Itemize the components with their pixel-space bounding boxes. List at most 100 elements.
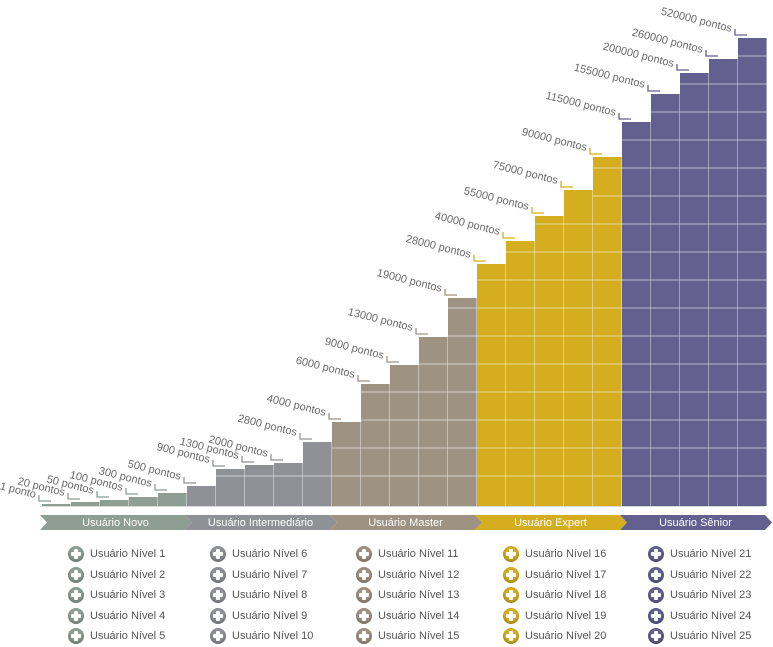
legend-item: Usuário Nível 23	[648, 585, 751, 606]
legend-item: Usuário Nível 22	[648, 565, 751, 586]
legend-label: Usuário Nível 10	[232, 630, 314, 643]
plus-badge-icon	[648, 566, 664, 583]
legend-label: Usuário Nível 23	[670, 589, 752, 602]
legend-column: Usuário Nível 21 Usuário Nível 22 Usuário …	[648, 544, 751, 647]
category-label: Usuário Novo	[82, 517, 149, 529]
legend-item: Usuário Nível 15	[356, 626, 459, 647]
level-bar	[129, 497, 158, 506]
plus-badge-icon	[210, 607, 226, 624]
flag-marker	[589, 148, 602, 155]
plus-badge-icon	[503, 546, 519, 563]
legend-item: Usuário Nível 11	[356, 544, 459, 565]
plus-badge-icon	[503, 628, 519, 645]
legend-label: Usuário Nível 2	[90, 568, 166, 581]
level-bar	[390, 365, 419, 506]
category-label: Usuário Sênior	[659, 517, 732, 529]
level-bar	[535, 216, 564, 506]
level-bar	[158, 493, 187, 506]
legend-label: Usuário Nível 21	[670, 548, 752, 561]
flag-marker	[676, 64, 689, 71]
plus-badge-icon	[210, 587, 226, 604]
plus-badge-icon	[503, 587, 519, 604]
level-bar	[593, 157, 622, 506]
legend-label: Usuário Nível 16	[525, 548, 607, 561]
flag-marker	[270, 454, 283, 461]
level-bar	[71, 502, 100, 506]
bar-value-label: 6000 pontos	[295, 355, 357, 381]
level-bar	[506, 241, 535, 506]
legend-item: Usuário Nível 7	[210, 565, 313, 586]
plus-badge-icon	[68, 587, 84, 604]
legend-label: Usuário Nível 15	[378, 630, 460, 643]
bar-value-label: 19000 pontos	[376, 267, 444, 295]
legend-item: Usuário Nível 20	[503, 626, 606, 647]
plus-badge-icon	[356, 566, 372, 583]
legend-column: Usuário Nível 6 Usuário Nível 7 Usuário Ní…	[210, 544, 313, 647]
flag-marker	[96, 491, 109, 498]
flag-marker	[183, 477, 196, 484]
level-bar	[303, 442, 332, 506]
legend-item: Usuário Nível 25	[648, 626, 751, 647]
level-bar	[651, 94, 680, 506]
flag-marker	[241, 456, 254, 463]
bar-value-label: 40000 pontos	[434, 210, 502, 238]
level-bar	[332, 422, 361, 506]
bar-value-label: 90000 pontos	[521, 126, 589, 154]
flag-marker	[38, 495, 51, 502]
bar-value-label: 155000 pontos	[573, 62, 647, 91]
legend-column: Usuário Nível 1 Usuário Nível 2 Usuário Ní…	[68, 544, 165, 647]
flag-marker	[705, 50, 718, 57]
flag-marker	[444, 289, 457, 296]
plus-badge-icon	[648, 607, 664, 624]
flag-marker	[734, 29, 747, 36]
flag-marker	[386, 356, 399, 363]
category-label: Usuário Master	[368, 517, 443, 529]
level-bar	[419, 337, 448, 506]
legend-label: Usuário Nível 1	[90, 548, 166, 561]
legend-item: Usuário Nível 18	[503, 585, 606, 606]
legend-item: Usuário Nível 14	[356, 606, 459, 627]
level-bar	[709, 59, 738, 506]
legend-item: Usuário Nível 4	[68, 606, 165, 627]
level-bar	[448, 298, 477, 506]
plus-badge-icon	[356, 546, 372, 563]
level-bar	[274, 463, 303, 506]
category-ribbon	[40, 515, 192, 530]
legend-item: Usuário Nível 1	[68, 544, 165, 565]
legend-label: Usuário Nível 13	[378, 589, 460, 602]
category-ribbon	[620, 515, 772, 530]
legend-item: Usuário Nível 12	[356, 565, 459, 586]
flag-marker	[328, 413, 341, 420]
legend-label: Usuário Nível 9	[232, 609, 308, 622]
flag-marker	[299, 433, 312, 440]
bar-value-label: 115000 pontos	[544, 90, 617, 119]
legend-label: Usuário Nível 7	[232, 568, 308, 581]
flag-marker	[618, 113, 631, 120]
category-ribbon	[475, 515, 627, 530]
legend-item: Usuário Nível 13	[356, 585, 459, 606]
plus-badge-icon	[648, 628, 664, 645]
bar-value-label: 520000 pontos	[660, 6, 734, 35]
legend-label: Usuário Nível 19	[525, 609, 607, 622]
legend-item: Usuário Nível 24	[648, 606, 751, 627]
bar-value-label: 55000 pontos	[463, 185, 531, 213]
legend-label: Usuário Nível 25	[670, 630, 752, 643]
flag-marker	[415, 328, 428, 335]
plus-badge-icon	[648, 546, 664, 563]
bar-value-label: 75000 pontos	[492, 159, 560, 187]
bar-value-label: 4000 pontos	[266, 393, 328, 419]
legend-label: Usuário Nível 17	[525, 568, 607, 581]
plus-badge-icon	[648, 587, 664, 604]
level-bar	[477, 264, 506, 506]
level-bar	[738, 38, 767, 506]
levels-legend: Usuário Nível 1 Usuário Nível 2 Usuário Ní…	[0, 544, 773, 647]
category-ribbon	[185, 515, 337, 530]
level-bar	[187, 486, 216, 506]
legend-label: Usuário Nível 4	[90, 609, 166, 622]
legend-label: Usuário Nível 3	[90, 589, 166, 602]
level-bar	[100, 500, 129, 506]
legend-item: Usuário Nível 17	[503, 565, 606, 586]
legend-item: Usuário Nível 8	[210, 585, 313, 606]
level-bar	[245, 465, 274, 506]
